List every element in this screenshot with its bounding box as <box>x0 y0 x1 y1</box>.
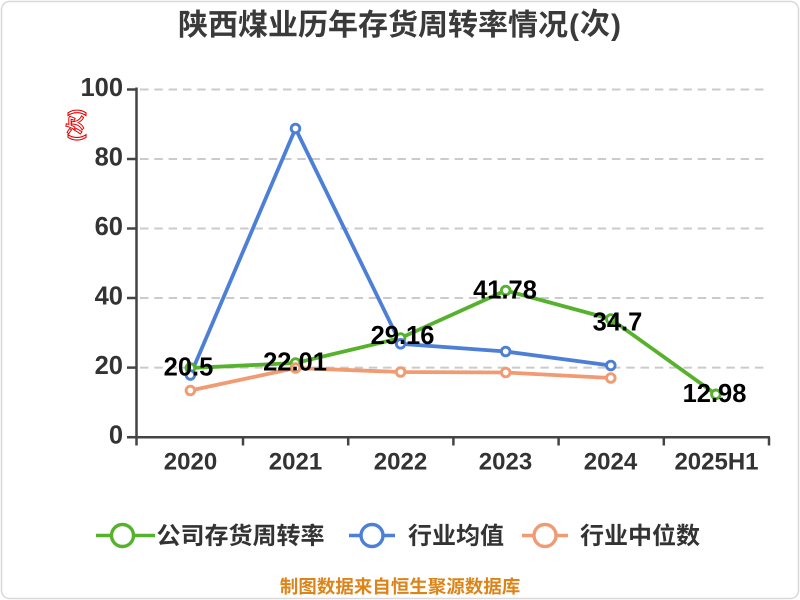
svg-text:20: 20 <box>95 352 123 380</box>
svg-text:): ) <box>611 9 621 42</box>
svg-text:(: ( <box>569 9 579 42</box>
svg-text:12.98: 12.98 <box>683 380 747 408</box>
svg-text:2023: 2023 <box>479 449 532 476</box>
svg-text:2024: 2024 <box>584 449 638 476</box>
svg-text:34.7: 34.7 <box>593 309 643 337</box>
svg-text:22.01: 22.01 <box>263 349 327 377</box>
svg-text:): ) <box>66 109 87 115</box>
svg-text:20.5: 20.5 <box>164 354 214 382</box>
svg-text:80: 80 <box>95 144 123 172</box>
svg-text:(: ( <box>66 134 87 141</box>
svg-text:2022: 2022 <box>374 449 427 476</box>
svg-text:2025H1: 2025H1 <box>674 449 758 476</box>
svg-text:29.16: 29.16 <box>371 322 435 350</box>
svg-text:40: 40 <box>95 283 123 311</box>
svg-text:2020: 2020 <box>164 449 217 476</box>
svg-text:2021: 2021 <box>269 449 322 476</box>
svg-text:100: 100 <box>80 74 123 102</box>
svg-text:41.78: 41.78 <box>473 277 537 305</box>
svg-text:60: 60 <box>95 213 123 241</box>
svg-text:0: 0 <box>109 422 123 450</box>
